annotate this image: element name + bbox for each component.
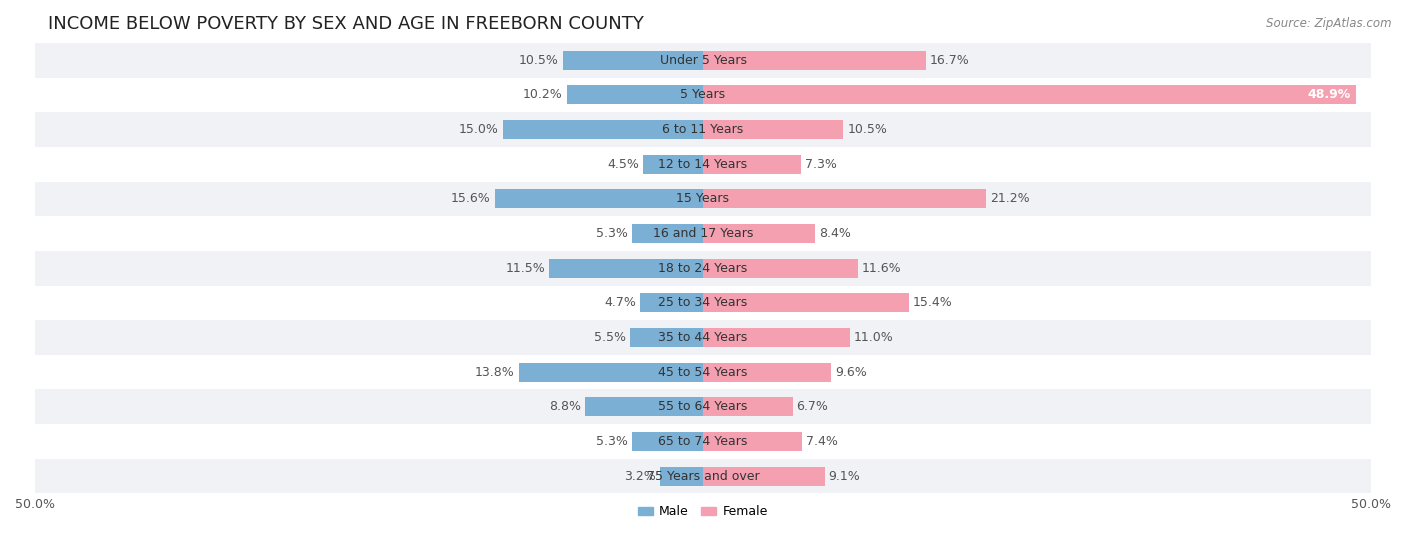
- Bar: [35, 78, 1371, 112]
- Legend: Male, Female: Male, Female: [633, 500, 773, 523]
- Bar: [35, 390, 1371, 424]
- Bar: [703, 293, 908, 312]
- Text: 9.1%: 9.1%: [828, 470, 860, 482]
- Bar: [703, 363, 831, 382]
- Bar: [640, 293, 703, 312]
- Text: 8.8%: 8.8%: [550, 400, 582, 413]
- Text: 6 to 11 Years: 6 to 11 Years: [662, 123, 744, 136]
- Bar: [703, 328, 851, 347]
- Text: 65 to 74 Years: 65 to 74 Years: [658, 435, 748, 448]
- Text: INCOME BELOW POVERTY BY SEX AND AGE IN FREEBORN COUNTY: INCOME BELOW POVERTY BY SEX AND AGE IN F…: [48, 15, 644, 33]
- Text: 8.4%: 8.4%: [820, 227, 851, 240]
- Text: 4.5%: 4.5%: [607, 158, 638, 170]
- Text: 5.3%: 5.3%: [596, 227, 628, 240]
- Bar: [502, 120, 703, 139]
- Text: 7.3%: 7.3%: [804, 158, 837, 170]
- Text: 6.7%: 6.7%: [797, 400, 828, 413]
- Bar: [633, 224, 703, 243]
- Bar: [703, 224, 815, 243]
- Bar: [35, 182, 1371, 216]
- Bar: [633, 432, 703, 451]
- Bar: [703, 86, 1357, 105]
- Text: 21.2%: 21.2%: [990, 192, 1029, 205]
- Bar: [703, 432, 801, 451]
- Text: 18 to 24 Years: 18 to 24 Years: [658, 262, 748, 274]
- Text: 3.2%: 3.2%: [624, 470, 657, 482]
- Text: 11.5%: 11.5%: [506, 262, 546, 274]
- Text: 11.0%: 11.0%: [853, 331, 894, 344]
- Text: 13.8%: 13.8%: [475, 366, 515, 378]
- Text: 9.6%: 9.6%: [835, 366, 868, 378]
- Bar: [35, 459, 1371, 494]
- Text: 45 to 54 Years: 45 to 54 Years: [658, 366, 748, 378]
- Bar: [550, 259, 703, 278]
- Bar: [35, 216, 1371, 251]
- Bar: [703, 120, 844, 139]
- Bar: [35, 355, 1371, 390]
- Text: 10.5%: 10.5%: [519, 54, 558, 67]
- Text: 4.7%: 4.7%: [605, 296, 636, 309]
- Text: 35 to 44 Years: 35 to 44 Years: [658, 331, 748, 344]
- Bar: [703, 51, 927, 70]
- Text: 55 to 64 Years: 55 to 64 Years: [658, 400, 748, 413]
- Bar: [703, 467, 824, 486]
- Text: 75 Years and over: 75 Years and over: [647, 470, 759, 482]
- Text: 12 to 14 Years: 12 to 14 Years: [658, 158, 748, 170]
- Bar: [661, 467, 703, 486]
- Bar: [585, 397, 703, 416]
- Text: 15.6%: 15.6%: [451, 192, 491, 205]
- Text: Source: ZipAtlas.com: Source: ZipAtlas.com: [1267, 17, 1392, 30]
- Bar: [703, 190, 986, 209]
- Bar: [35, 286, 1371, 320]
- Bar: [35, 320, 1371, 355]
- Text: 16.7%: 16.7%: [931, 54, 970, 67]
- Bar: [35, 147, 1371, 182]
- Text: 25 to 34 Years: 25 to 34 Years: [658, 296, 748, 309]
- Text: 10.2%: 10.2%: [523, 88, 562, 101]
- Text: 10.5%: 10.5%: [848, 123, 887, 136]
- Text: 15.4%: 15.4%: [912, 296, 952, 309]
- Text: 11.6%: 11.6%: [862, 262, 901, 274]
- Text: 7.4%: 7.4%: [806, 435, 838, 448]
- Text: 5.5%: 5.5%: [593, 331, 626, 344]
- Bar: [703, 259, 858, 278]
- Bar: [703, 397, 793, 416]
- Text: 15 Years: 15 Years: [676, 192, 730, 205]
- Text: 15.0%: 15.0%: [458, 123, 499, 136]
- Bar: [567, 86, 703, 105]
- Bar: [703, 155, 800, 174]
- Bar: [643, 155, 703, 174]
- Text: 16 and 17 Years: 16 and 17 Years: [652, 227, 754, 240]
- Bar: [562, 51, 703, 70]
- Text: 48.9%: 48.9%: [1308, 88, 1351, 101]
- Bar: [495, 190, 703, 209]
- Text: 5.3%: 5.3%: [596, 435, 628, 448]
- Text: Under 5 Years: Under 5 Years: [659, 54, 747, 67]
- Bar: [35, 251, 1371, 286]
- Bar: [35, 112, 1371, 147]
- Bar: [630, 328, 703, 347]
- Bar: [519, 363, 703, 382]
- Text: 5 Years: 5 Years: [681, 88, 725, 101]
- Bar: [35, 424, 1371, 459]
- Bar: [35, 43, 1371, 78]
